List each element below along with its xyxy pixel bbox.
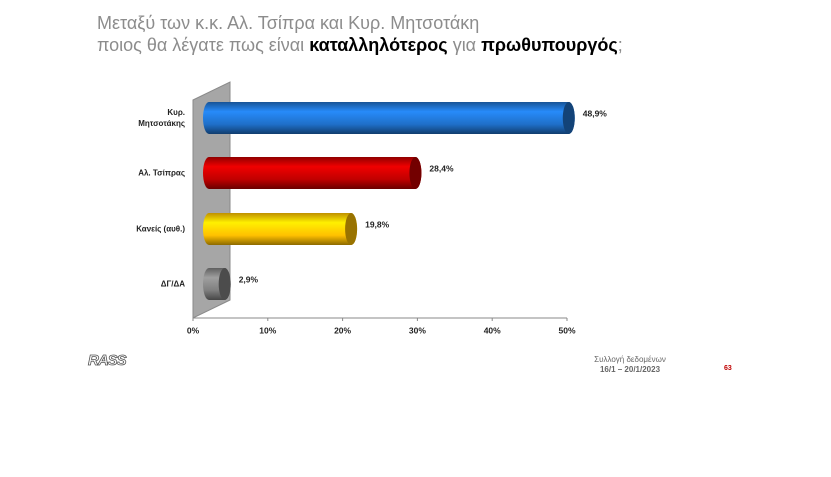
value-label: 28,4% (429, 163, 454, 173)
title-text: ποιος θα λέγατε πως είναι (97, 35, 305, 55)
footer-date: 16/1 – 20/1/2023 (599, 365, 661, 374)
value-label: 2,9% (239, 274, 259, 284)
logo: RASS (88, 352, 127, 370)
category-label: Κανείς (αυθ.) (136, 224, 185, 234)
x-tick-label: 30% (409, 325, 426, 335)
bar (203, 213, 358, 245)
page-number: 63 (724, 365, 732, 372)
x-tick-label: 10% (259, 325, 276, 335)
bar-cap (345, 213, 358, 245)
title-text: ; (617, 35, 623, 55)
bar-cap (562, 102, 575, 134)
x-tick-label: 0% (187, 325, 200, 335)
value-label: 48,9% (583, 108, 608, 118)
bar (203, 157, 422, 189)
x-tick-label: 50% (558, 325, 575, 335)
x-tick-label: 20% (334, 325, 351, 335)
category-label: Κυρ. Μητσοτάκης (138, 108, 185, 128)
category-label: Αλ. Τσίπρας (138, 168, 185, 178)
bar (203, 102, 575, 134)
title-emphasis: καταλληλότερος (309, 35, 448, 55)
title: Μεταξύ των κ.κ. Αλ. Τσίπρα και Κυρ. Μητσ… (97, 12, 623, 56)
title-text: για (452, 35, 477, 55)
title-line: Μεταξύ των κ.κ. Αλ. Τσίπρα και Κυρ. Μητσ… (97, 13, 480, 33)
plot-wall (192, 81, 231, 319)
value-label: 19,8% (365, 219, 390, 229)
x-tick-label: 40% (484, 325, 501, 335)
title-emphasis: πρωθυπουργός (481, 35, 618, 55)
footer-text: Συλλογή δεδομένων (594, 355, 666, 364)
bar-cap (409, 157, 422, 189)
category-label: ΔΓ/ΔΑ (160, 279, 185, 289)
bar-cap (218, 268, 231, 300)
